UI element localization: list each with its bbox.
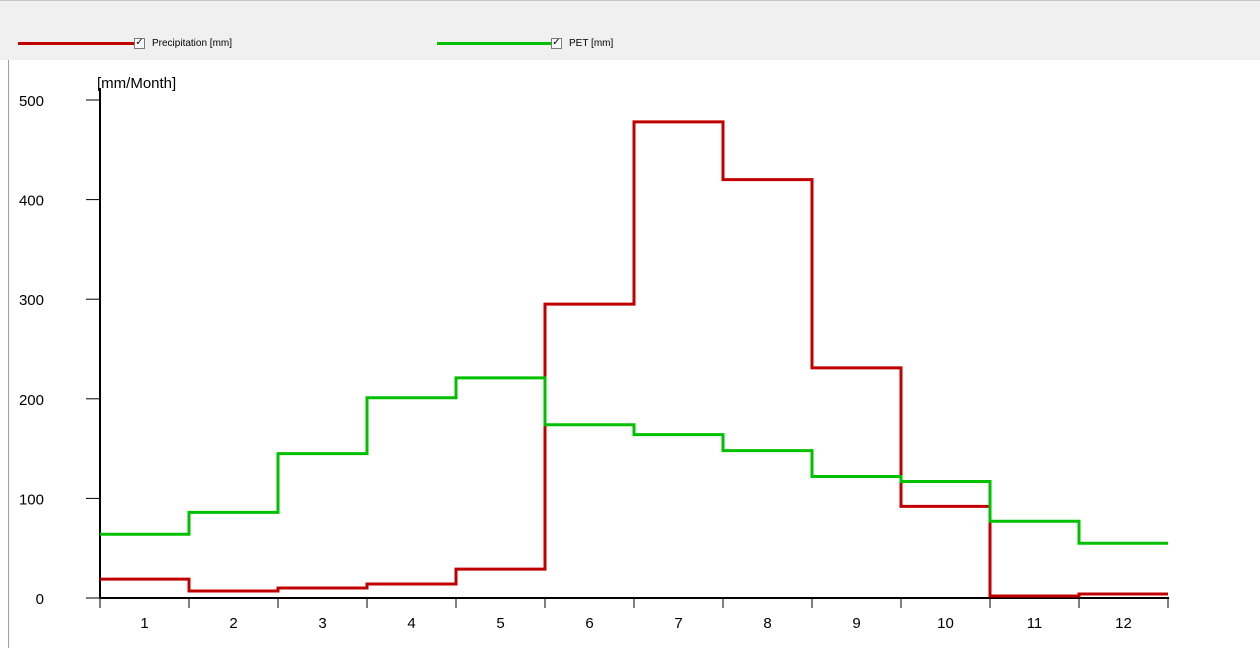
legend-label-pet: PET [mm]	[569, 37, 614, 49]
x-tick-label: 1	[140, 615, 148, 632]
legend-line-precipitation	[18, 41, 134, 45]
x-tick-label: 6	[585, 615, 593, 632]
legend-item-precipitation[interactable]: ✓ Precipitation [mm]	[18, 35, 232, 51]
x-tick-label: 2	[229, 615, 237, 632]
x-tick-label: 12	[1115, 615, 1132, 632]
y-tick-label: 100	[19, 491, 44, 508]
panel-left-border	[8, 60, 9, 648]
y-tick-label: 200	[19, 392, 44, 409]
x-tick-label: 8	[763, 615, 771, 632]
y-tick-label: 0	[36, 591, 44, 608]
legend-label-precipitation: Precipitation [mm]	[152, 37, 233, 49]
check-icon: ✓	[552, 37, 561, 48]
chart-area: 0 100 200 300 400 500 [mm/Month] 1 2 3 4 5 6 7 8 9 10 11 1…	[0, 60, 1260, 648]
y-tick-label: 400	[19, 193, 44, 210]
x-tick-label: 9	[852, 615, 860, 632]
x-tick-label: 3	[318, 615, 326, 632]
x-tick-label: 11	[1027, 615, 1043, 632]
pet-checkbox[interactable]: ✓	[551, 37, 562, 49]
legend-line-pet	[437, 41, 551, 45]
y-tick-label: 500	[19, 93, 44, 110]
check-icon: ✓	[135, 37, 144, 48]
x-tick-label: 10	[937, 615, 954, 632]
x-tick-label: 5	[496, 615, 504, 632]
x-tick-label: 7	[674, 615, 682, 632]
legend-bar: ✓ Precipitation [mm] ✓ PET [mm]	[0, 0, 1260, 60]
y-tick-label: 300	[19, 292, 44, 309]
x-tick-label: 4	[407, 615, 415, 632]
y-axis-label: [mm/Month]	[97, 75, 176, 92]
series-line-precipitation	[100, 120, 1168, 598]
series-line-pet	[100, 376, 1168, 545]
legend-item-pet[interactable]: ✓ PET [mm]	[437, 35, 613, 51]
precipitation-checkbox[interactable]: ✓	[134, 37, 145, 49]
